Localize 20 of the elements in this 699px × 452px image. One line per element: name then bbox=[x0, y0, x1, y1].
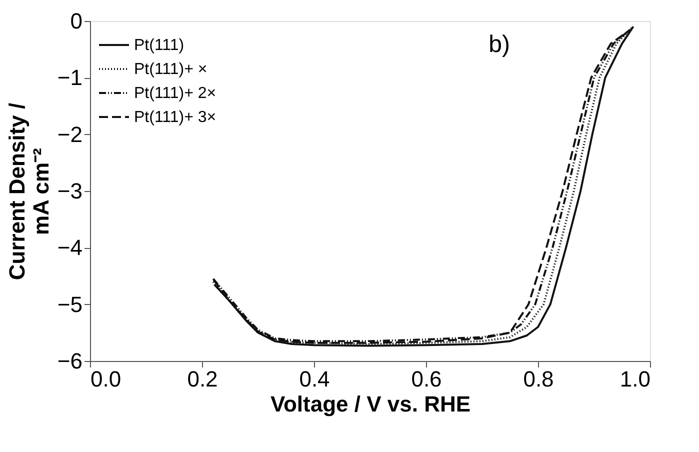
x-tick-label: 0.2 bbox=[187, 366, 218, 392]
y-tick-label: −3 bbox=[57, 178, 82, 204]
y-tick-label: −1 bbox=[57, 65, 82, 90]
legend-label: Pt(111)+ × bbox=[134, 61, 208, 78]
y-axis-title: Current Density / mA cm⁻² bbox=[4, 102, 54, 280]
y-tick-label: 0 bbox=[70, 8, 82, 34]
annotation: b) bbox=[488, 31, 510, 58]
x-tick-label: 1.0 bbox=[620, 366, 650, 392]
x-axis-title: Voltage / V vs. RHE bbox=[270, 392, 471, 416]
y-tick-label: −4 bbox=[57, 235, 82, 260]
y-tick-label: −5 bbox=[57, 292, 82, 317]
legend-label: Pt(111) bbox=[134, 37, 184, 54]
y-tick-label: −6 bbox=[57, 348, 82, 374]
x-tick-label: 0.8 bbox=[523, 366, 554, 392]
y-tick-label: −2 bbox=[57, 122, 82, 147]
x-tick-label: 0.6 bbox=[411, 366, 442, 392]
legend-label: Pt(111)+ 3× bbox=[134, 109, 216, 126]
x-tick-label: 0.4 bbox=[299, 366, 330, 392]
legend-label: Pt(111)+ 2× bbox=[134, 85, 216, 102]
x-tick-label: 0.0 bbox=[90, 366, 122, 392]
